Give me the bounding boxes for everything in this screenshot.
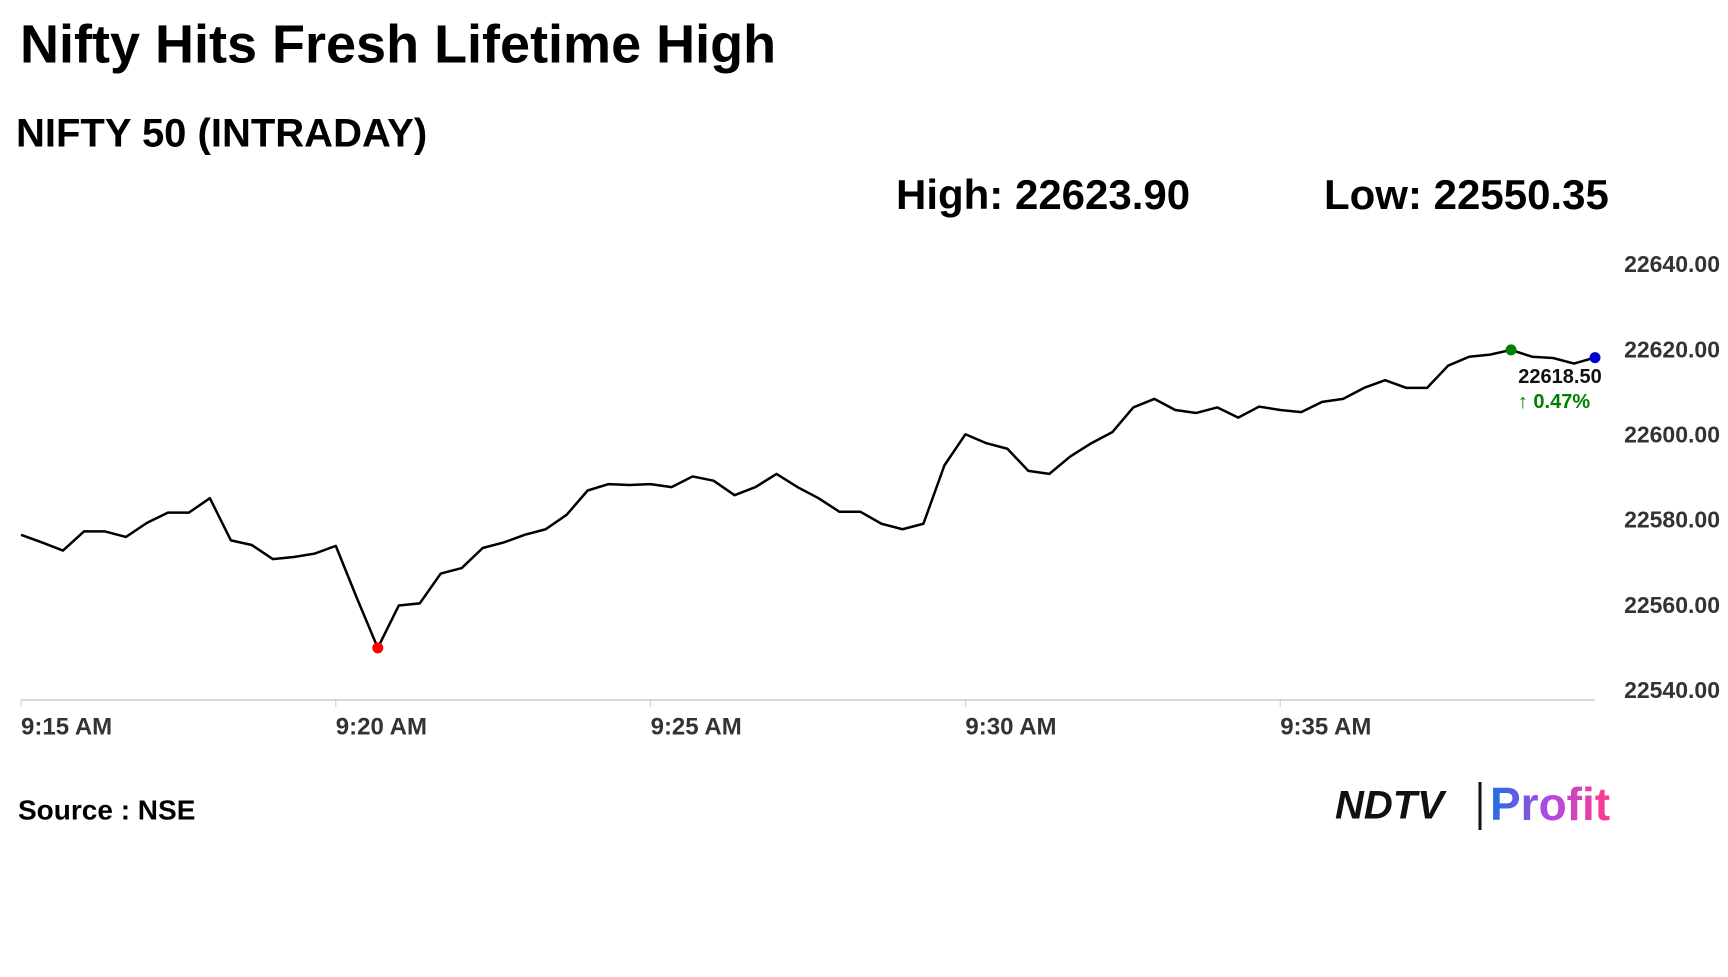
y-tick-label: 22580.00 xyxy=(1624,507,1720,533)
x-tick-label: 9:35 AM xyxy=(1280,713,1371,740)
y-tick-label: 22540.00 xyxy=(1624,677,1720,703)
low-marker xyxy=(372,642,384,654)
change-label: ↑ 0.47% xyxy=(1518,391,1590,413)
y-tick-label: 22640.00 xyxy=(1624,251,1720,277)
x-tick-label: 9:20 AM xyxy=(336,713,427,740)
y-tick-label: 22560.00 xyxy=(1624,592,1720,618)
x-tick-label: 9:15 AM xyxy=(21,713,112,740)
last-marker xyxy=(1589,352,1601,364)
line xyxy=(20,348,1596,650)
logo-brand: NDTV xyxy=(1335,784,1447,828)
chart-subtitle: NIFTY 50 (INTRADAY) xyxy=(16,112,427,156)
logo-product: Profit xyxy=(1490,778,1610,830)
x-tick-label: 9:30 AM xyxy=(965,713,1056,740)
chart-title: Nifty Hits Fresh Lifetime High xyxy=(20,14,776,74)
low-label: Low: 22550.35 xyxy=(1324,171,1609,218)
high-marker xyxy=(1505,344,1517,356)
x-tick-label: 9:25 AM xyxy=(651,713,742,740)
y-tick-label: 22600.00 xyxy=(1624,421,1720,447)
last-value-label: 22618.50 xyxy=(1518,366,1601,388)
high-label: High: 22623.90 xyxy=(896,171,1190,218)
y-tick-label: 22620.00 xyxy=(1624,336,1720,362)
source: Source : NSE xyxy=(18,794,195,825)
